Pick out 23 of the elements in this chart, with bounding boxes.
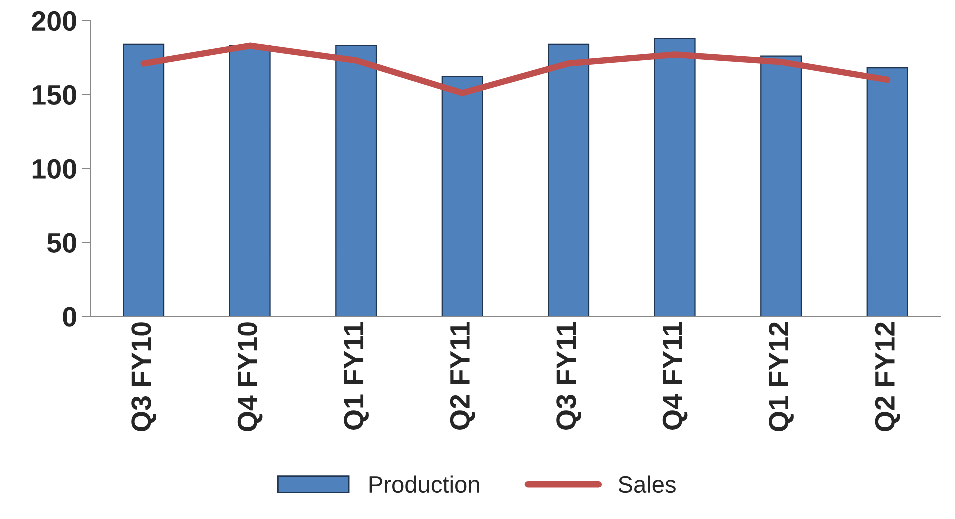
legend-label: Sales [618, 476, 676, 494]
x-tick-label: Q4 FY11 [662, 322, 688, 430]
y-tick-label: 0 [63, 307, 76, 327]
x-tick-label: Q2 FY12 [875, 322, 900, 432]
bar [654, 38, 696, 317]
x-tick-label: Q3 FY11 [556, 322, 582, 430]
y-tick-label: 150 [32, 85, 76, 106]
x-tick-label: Q1 FY11 [344, 322, 369, 430]
bar [548, 44, 590, 317]
x-tick-label: Q2 FY11 [450, 322, 476, 430]
y-tick-label: 50 [47, 233, 76, 253]
bar [123, 44, 165, 317]
bar [336, 45, 378, 317]
y-tick-label: 100 [32, 159, 76, 180]
bar [866, 68, 908, 317]
bar [442, 76, 484, 317]
y-tick-label: 200 [32, 11, 76, 32]
x-tick-label: Q4 FY10 [238, 322, 263, 432]
bar [229, 45, 271, 317]
legend-label: Production [370, 476, 480, 494]
x-tick-label: Q1 FY12 [769, 322, 794, 432]
bar [760, 56, 802, 317]
x-tick-label: Q3 FY10 [132, 322, 156, 432]
